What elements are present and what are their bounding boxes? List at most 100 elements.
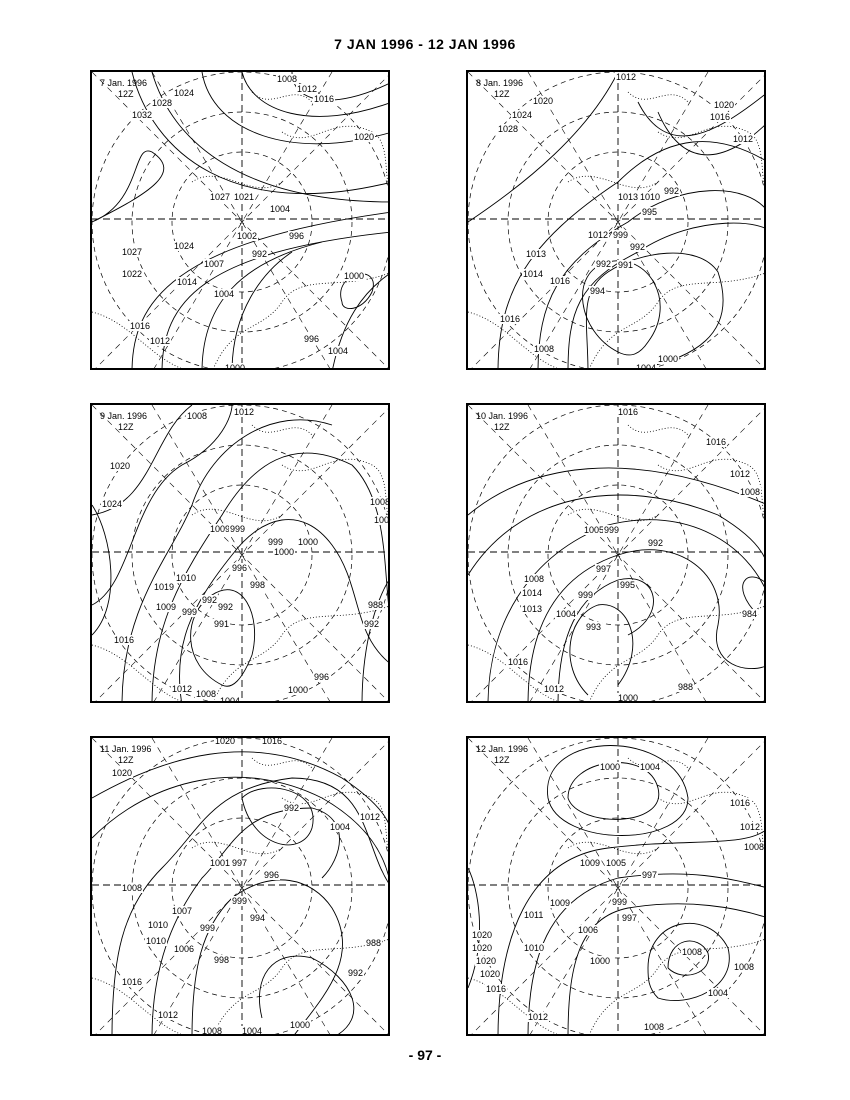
label-background xyxy=(603,525,620,535)
map-date-label: 9 Jan. 1996 12Z xyxy=(100,411,147,433)
isobar-pressure-label: 1012 xyxy=(616,72,636,82)
map-date-label: 10 Jan. 1996 12Z xyxy=(476,411,528,433)
label-background xyxy=(313,94,335,104)
isobar-contour xyxy=(567,762,660,820)
label-background xyxy=(231,563,248,573)
label-background xyxy=(527,1012,549,1022)
meridian-line xyxy=(92,405,388,701)
isobar-contour xyxy=(92,504,112,636)
pressure-map-panel: 1012 1020 1024 1028 1020 1016 1012 992 1013 1010 9… xyxy=(466,70,766,370)
isobar-pressure-label: 999 xyxy=(232,896,247,906)
isobar-pressure-label: 1005 xyxy=(606,858,626,868)
label-background xyxy=(589,956,611,966)
label-background xyxy=(131,110,153,120)
isobar-pressure-label: 992 xyxy=(648,538,663,548)
isobar-pressure-label: 997 xyxy=(596,564,611,574)
label-background xyxy=(251,249,268,259)
isobar-pressure-label: 1000 xyxy=(658,354,678,364)
isobar-pressure-label: 997 xyxy=(642,870,657,880)
label-background xyxy=(612,230,629,240)
label-background xyxy=(267,537,284,547)
label-background xyxy=(635,363,657,368)
label-background xyxy=(629,242,646,252)
coastline xyxy=(213,938,388,1034)
label-background xyxy=(329,822,351,832)
isobar-pressure-label: 999 xyxy=(230,524,245,534)
label-background xyxy=(186,411,208,421)
isobar-contour xyxy=(468,467,764,516)
label-background xyxy=(173,88,195,98)
isobar-pressure-label: 1008 xyxy=(187,411,207,421)
isobar-pressure-label: 1012 xyxy=(150,336,170,346)
isobar-pressure-label: 1020 xyxy=(714,100,734,110)
meridian-line xyxy=(530,738,709,1034)
isobar-contour xyxy=(131,72,388,195)
isobar-contour xyxy=(527,873,764,1034)
map-graphic: 1020 1016 1020 992 1004 1012 1001 997 996 1008 999… xyxy=(92,738,388,1036)
isobar-pressure-label: 1016 xyxy=(122,977,142,987)
meridian-line xyxy=(530,405,709,701)
label-background xyxy=(201,595,218,605)
isobar-pressure-label: 1008 xyxy=(644,1022,664,1032)
isobar-pressure-label: 1016 xyxy=(486,984,506,994)
isobar-pressure-label: 1016 xyxy=(114,635,134,645)
isobar-pressure-label: 1020 xyxy=(354,132,374,142)
label-background xyxy=(121,883,143,893)
label-background xyxy=(549,898,571,908)
isobar-pressure-label: 997 xyxy=(232,858,247,868)
label-background xyxy=(639,192,661,202)
label-background xyxy=(347,968,364,978)
isobar-contour xyxy=(557,578,654,701)
coastline xyxy=(281,125,388,185)
meridian-line xyxy=(154,738,333,1034)
isobar-pressure-label: 1001 xyxy=(210,858,230,868)
label-background xyxy=(209,858,231,868)
label-background xyxy=(475,956,497,966)
isobar-contour xyxy=(468,867,480,989)
label-background xyxy=(605,858,627,868)
isobar-pressure-label: 1004 xyxy=(330,822,350,832)
label-background xyxy=(101,499,123,509)
label-background xyxy=(511,110,533,120)
isobar-contour xyxy=(582,260,661,356)
label-background xyxy=(175,573,197,583)
coastline xyxy=(281,791,388,851)
label-background xyxy=(231,858,248,868)
label-background xyxy=(585,622,602,632)
isobar-pressure-label: 992 xyxy=(348,968,363,978)
isobar-contour xyxy=(92,776,388,876)
isobar-pressure-label: 1012 xyxy=(740,822,760,832)
isobar-contour xyxy=(191,879,344,1034)
isobar-pressure-label: 996 xyxy=(314,672,329,682)
coastline xyxy=(589,272,764,368)
isobar-pressure-label: 1004 xyxy=(328,346,348,356)
isobar-contour xyxy=(92,751,388,824)
label-background xyxy=(224,363,246,368)
isobar-contour xyxy=(361,580,388,701)
isobar-pressure-label: 1008 xyxy=(202,1026,222,1036)
isobar-pressure-label: 1013 xyxy=(526,249,546,259)
label-background xyxy=(729,798,751,808)
label-background xyxy=(743,842,764,852)
label-background xyxy=(173,241,195,251)
isobar-pressure-label: 1010 xyxy=(640,192,660,202)
label-background xyxy=(729,469,751,479)
isobar-pressure-label: 999 xyxy=(182,607,197,617)
isobar-contour xyxy=(231,251,293,368)
isobar-pressure-label: 1004 xyxy=(640,762,660,772)
label-background xyxy=(705,437,727,447)
label-background xyxy=(263,870,280,880)
isobar-pressure-label: 999 xyxy=(578,590,593,600)
isobar-contour xyxy=(567,222,764,368)
isobar-pressure-label: 999 xyxy=(200,923,215,933)
coastline xyxy=(213,272,388,368)
label-background xyxy=(359,812,381,822)
isobar-contour xyxy=(657,111,764,156)
map-graphic: 1000 1004 1016 1012 1008 1009 1005 997 999 1011 10… xyxy=(468,738,764,1034)
isobar-pressure-label: 1024 xyxy=(174,241,194,251)
isobar-contour xyxy=(259,955,355,1034)
label-background xyxy=(276,74,298,84)
label-background xyxy=(157,1010,179,1020)
label-background xyxy=(303,334,320,344)
